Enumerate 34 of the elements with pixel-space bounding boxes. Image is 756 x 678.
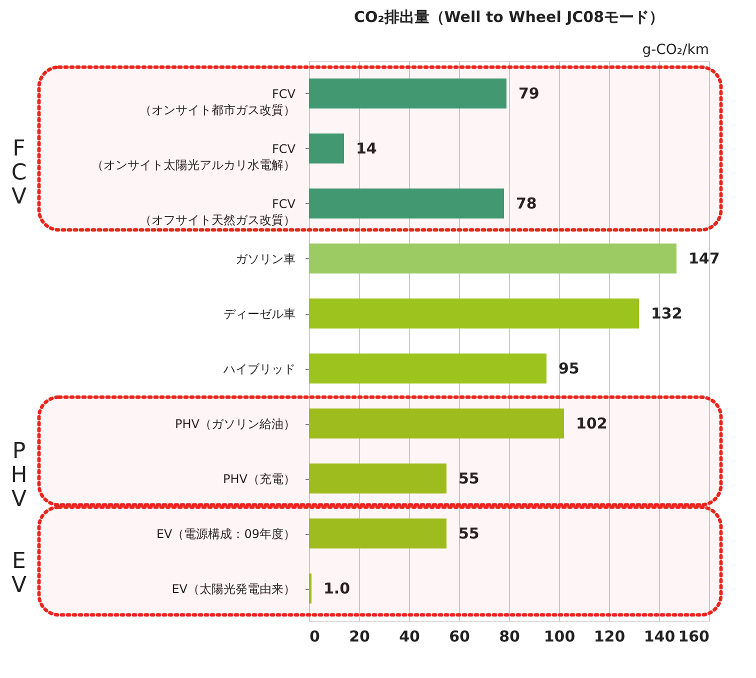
y-tick-label: FCV （オンサイト太陽光アルカリ水電解） (92, 142, 296, 172)
band-label: EV (11, 549, 27, 598)
x-axis-title: g-CO₂/km (642, 42, 709, 58)
x-tick-label: 40 (399, 628, 420, 646)
data-label: 132 (651, 304, 682, 322)
y-tick-label: FCV （オフサイト天然ガス改質） (140, 197, 296, 227)
data-label: 78 (516, 194, 537, 212)
x-tick-label: 20 (349, 628, 370, 646)
y-tick-label: EV（電源構成：09年度） (156, 527, 296, 541)
data-label: 55 (458, 524, 480, 542)
data-label: 1.0 (324, 580, 350, 598)
x-tick-label: 160 (678, 628, 710, 646)
chart-title: CO₂排出量（Well to Wheel JC08モード） (354, 8, 664, 26)
x-tick-label: 60 (449, 628, 470, 646)
data-label: 147 (688, 250, 720, 268)
data-label: 95 (558, 360, 580, 378)
y-tick-label: ディーゼル車 (224, 307, 296, 321)
band-label: FCV (11, 136, 27, 210)
y-tick-label: PHV（充電） (223, 472, 296, 486)
y-tick-label: PHV（ガソリン給油） (175, 417, 296, 431)
y-tick-label: FCV （オンサイト都市ガス改質） (140, 87, 296, 117)
y-tick-label: EV（太陽光発電由来） (172, 582, 296, 596)
data-label: 79 (518, 84, 540, 102)
y-tick-label: ハイブリッド (222, 362, 296, 376)
y-tick-label: ガソリン車 (236, 252, 296, 266)
x-tick-label: 120 (594, 628, 626, 646)
x-tick-label: 0 (310, 628, 320, 646)
data-label: 102 (576, 414, 608, 432)
x-tick-label: 80 (499, 628, 520, 646)
data-label: 55 (458, 470, 480, 488)
band-label: PHV (10, 439, 28, 512)
data-label: 14 (356, 140, 377, 158)
x-tick-label: 140 (644, 628, 676, 646)
x-tick-label: 100 (544, 628, 576, 646)
